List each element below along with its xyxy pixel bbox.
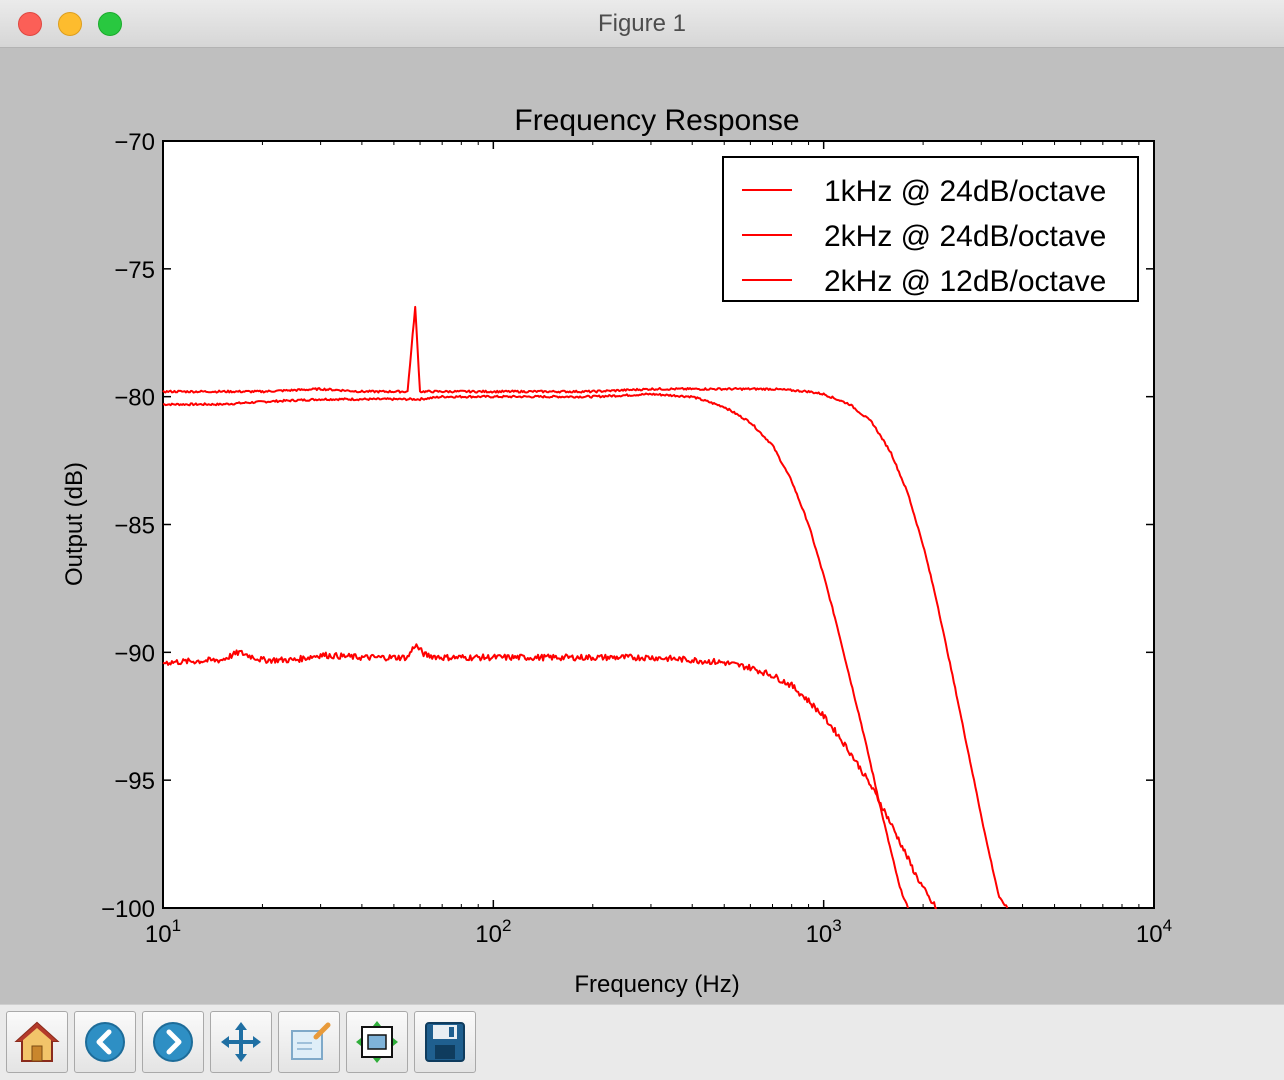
legend: 1kHz @ 24dB/octave 2kHz @ 24dB/octave 2kHz… [722,156,1139,302]
y-tick-label: −90 [114,640,155,667]
plot-canvas[interactable]: Frequency Response 101 102 103 104 −70 −75 −80… [0,48,1284,1004]
y-tick-label: −75 [114,257,155,284]
zoom-button[interactable] [278,1011,340,1073]
forward-button[interactable] [142,1011,204,1073]
home-button[interactable] [6,1011,68,1073]
x-tick-label: 101 [145,916,181,948]
back-arrow-icon [85,1022,125,1062]
window-title: Figure 1 [597,10,687,37]
floppy-disk-icon [425,1022,465,1062]
maximize-window-button[interactable] [98,12,122,36]
series-line-2 [162,305,1009,909]
y-axis-label: Output (dB) [61,462,88,586]
minimize-window-button[interactable] [58,12,82,36]
y-tick-label: −95 [114,768,155,795]
x-tick-label-exponent: 4 [1163,916,1172,935]
x-tick-label-base: 10 [1136,921,1163,948]
chart-title: Frequency Response [514,104,799,137]
move-icon [221,1022,261,1062]
legend-label-3: 2kHz @ 12dB/octave [824,265,1106,298]
back-button[interactable] [74,1011,136,1073]
zoom-rect-icon [291,1022,331,1060]
x-tick-label-exponent: 2 [502,916,511,935]
x-tick-label: 104 [1136,916,1172,948]
x-axis-label: Frequency (Hz) [574,971,739,998]
title-bar[interactable]: Figure 1 [0,0,1284,48]
navigation-toolbar [0,1004,1284,1080]
legend-box [722,156,1139,302]
y-tick-label: −100 [101,896,155,923]
y-tick-label: −85 [114,513,155,540]
x-tick-label-exponent: 1 [172,916,181,935]
x-tick-label-base: 10 [475,921,502,948]
y-tick-label: −70 [114,129,155,156]
save-button[interactable] [414,1011,476,1073]
legend-label-1: 1kHz @ 24dB/octave [824,175,1106,208]
subplots-icon [356,1021,398,1063]
x-tick-label-base: 10 [145,921,172,948]
x-tick-label-exponent: 3 [832,916,841,935]
pan-button[interactable] [210,1011,272,1073]
y-tick-label: −80 [114,385,155,412]
series-line-1 [162,392,909,909]
frequency-response-chart: Frequency Response 101 102 103 104−70−75−80… [61,104,1172,998]
home-icon [14,1021,60,1062]
legend-label-2: 2kHz @ 24dB/octave [824,220,1106,253]
forward-arrow-icon [153,1022,193,1062]
x-tick-label: 102 [475,916,511,948]
subplots-button[interactable] [346,1011,408,1073]
x-tick-label-base: 10 [806,921,833,948]
close-window-button[interactable] [18,12,42,36]
x-tick-label: 103 [806,916,842,948]
series-line-3 [162,643,937,909]
